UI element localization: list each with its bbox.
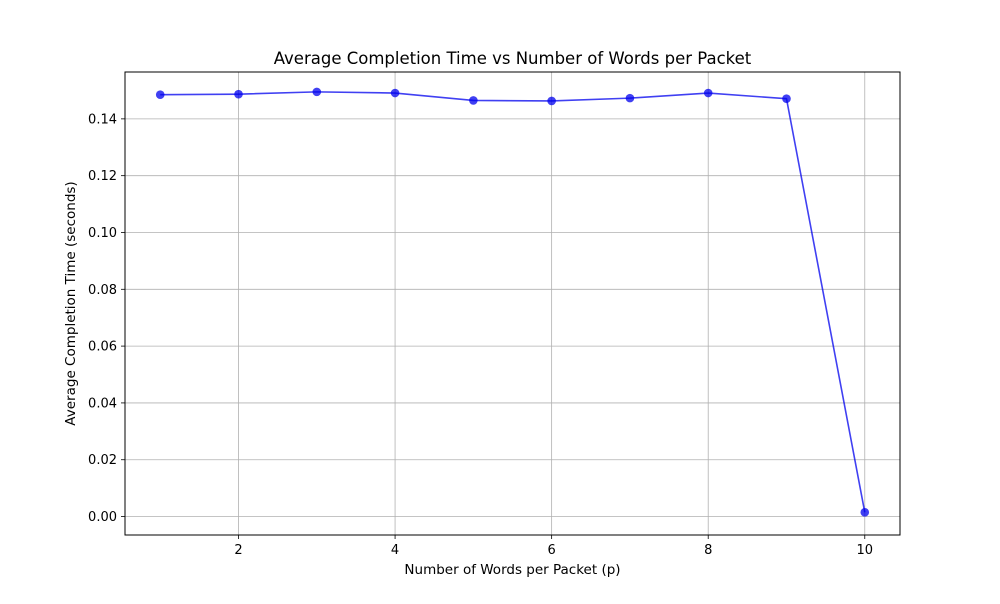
plot-frame (124, 71, 901, 536)
y-tick-label: 0.02 (88, 453, 117, 468)
data-point (390, 88, 400, 98)
x-tick-label: 8 (704, 543, 712, 558)
ticks: 2 4 6 8 10 0.00 0.02 0.04 0.06 0.08 0.10 0.12 0.14 (88, 112, 873, 558)
x-tick-label: 6 (548, 543, 556, 558)
x-tick-label: 2 (234, 543, 242, 558)
data-point (547, 96, 556, 106)
data-point (155, 90, 165, 100)
data-point (234, 89, 243, 99)
x-axis-label: Number of Words per Packet (p) (404, 562, 620, 578)
grid (125, 72, 900, 535)
data-point (625, 93, 635, 103)
series-layer (155, 87, 870, 517)
y-tick-label: 0.10 (88, 226, 117, 241)
y-tick-label: 0.06 (88, 340, 117, 355)
data-point (312, 87, 322, 97)
y-tick-label: 0.08 (88, 283, 117, 298)
series-line (160, 91, 866, 513)
data-point (860, 507, 870, 517)
x-tick-label: 10 (856, 543, 873, 558)
chart-title: Average Completion Time vs Number of Wor… (274, 49, 752, 68)
data-point (782, 94, 791, 104)
y-tick-label: 0.12 (88, 169, 117, 184)
y-axis-label: Average Completion Time (seconds) (63, 181, 79, 425)
y-tick-label: 0.00 (88, 510, 117, 525)
x-tick-label: 4 (391, 543, 399, 558)
y-tick-label: 0.04 (88, 396, 117, 411)
y-tick-label: 0.14 (88, 112, 117, 127)
data-point (469, 96, 478, 105)
data-point (703, 88, 713, 98)
